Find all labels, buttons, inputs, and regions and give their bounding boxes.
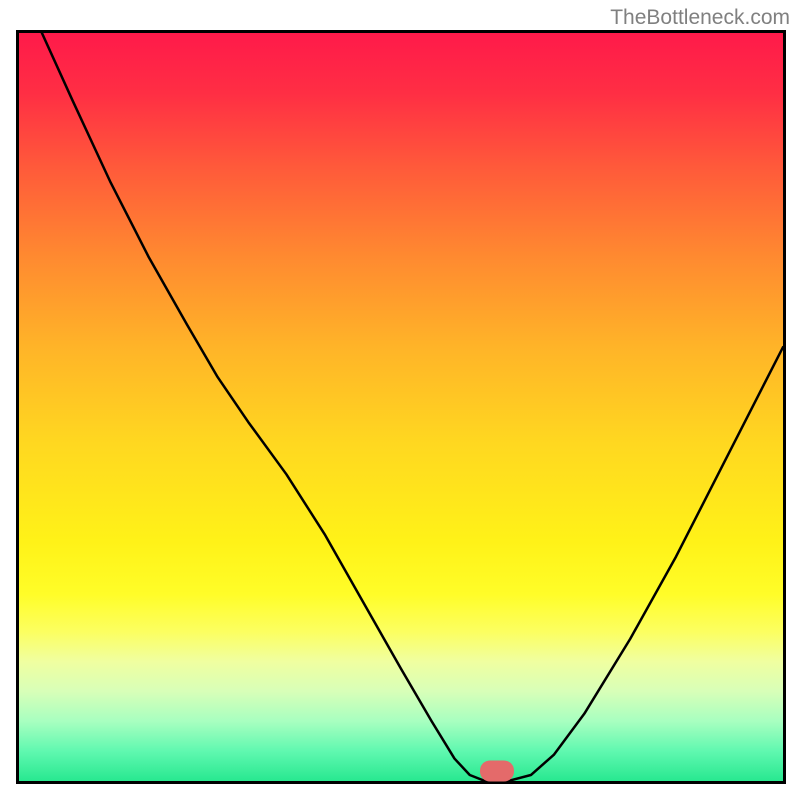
optimal-marker: [480, 760, 514, 781]
plot-area: [16, 30, 786, 784]
watermark-text: TheBottleneck.com: [610, 6, 790, 30]
chart-svg: [19, 33, 783, 781]
